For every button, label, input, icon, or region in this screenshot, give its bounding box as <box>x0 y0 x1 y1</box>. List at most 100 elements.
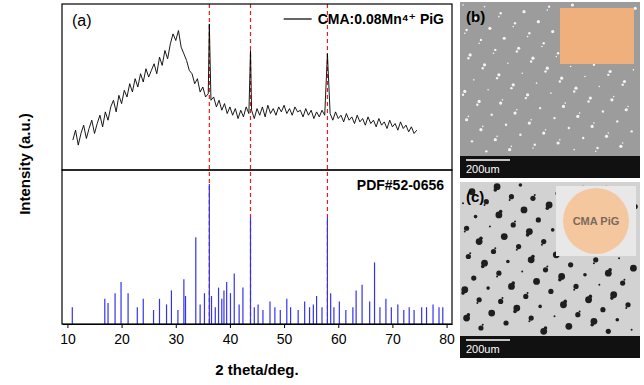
sem-image: (b)200um <box>460 2 640 178</box>
image-speck <box>528 121 531 124</box>
image-speck <box>527 36 529 38</box>
image-speck <box>579 112 581 114</box>
image-speck <box>496 271 501 276</box>
image-speck <box>471 140 473 142</box>
image-speck <box>618 257 620 259</box>
image-speck <box>627 106 629 108</box>
stick <box>361 285 362 324</box>
image-speck <box>464 231 466 233</box>
image-speck <box>485 150 487 152</box>
image-speck <box>519 134 521 136</box>
image-speck <box>598 284 600 286</box>
stick <box>171 290 172 324</box>
image-speck <box>476 238 483 245</box>
image-speck <box>553 315 555 317</box>
stick <box>262 310 263 324</box>
sem-image: CMA PiG(c)200um <box>460 182 640 358</box>
image-speck <box>507 62 509 64</box>
image-speck <box>616 120 618 122</box>
image-speck <box>521 72 523 74</box>
image-speck <box>546 67 549 70</box>
stick <box>269 302 270 324</box>
image-speck <box>477 297 482 302</box>
x-tick-label: 10 <box>60 331 76 347</box>
x-tick-mark <box>122 324 123 328</box>
image-speck <box>503 37 506 40</box>
image-speck <box>543 267 548 272</box>
stick <box>345 310 346 324</box>
inset-photo <box>560 8 634 64</box>
image-speck <box>573 90 575 92</box>
image-label: (b) <box>466 8 485 25</box>
image-speck <box>528 320 530 322</box>
image-speck <box>573 284 578 289</box>
stick <box>223 290 224 324</box>
image-speck <box>484 199 489 204</box>
legend-swatch <box>284 18 312 19</box>
image-speck <box>513 310 517 314</box>
stick <box>250 218 251 324</box>
image-speck <box>551 30 554 33</box>
image-speck <box>574 87 577 90</box>
image-speck <box>622 142 624 144</box>
stick <box>72 307 73 324</box>
stick <box>104 299 105 324</box>
image-speck <box>620 281 625 286</box>
image-speck <box>568 127 570 129</box>
image-speck <box>590 323 594 327</box>
stick <box>397 304 398 324</box>
legend-label: CMA:0.08Mn⁴⁺ PiG <box>318 11 444 27</box>
stick <box>254 307 255 324</box>
stick <box>304 302 305 324</box>
image-speck <box>463 90 466 93</box>
x-tick-label: 20 <box>114 331 130 347</box>
stick <box>221 299 222 324</box>
image-speck <box>476 104 478 106</box>
figure: (a)CMA:0.08Mn⁴⁺ PiGPDF#52-06561020304050… <box>0 0 644 385</box>
image-speck <box>497 73 500 76</box>
image-speck <box>541 239 546 244</box>
image-speck <box>548 5 550 7</box>
image-speck <box>510 87 512 89</box>
stick <box>230 293 231 324</box>
image-speck <box>610 98 613 101</box>
image-speck <box>494 138 497 141</box>
image-speck <box>478 42 480 44</box>
legend-label: PDF#52-0656 <box>357 177 444 193</box>
stick <box>309 307 310 324</box>
image-speck <box>487 89 489 91</box>
stick <box>403 310 404 324</box>
image-speck <box>633 69 635 71</box>
image-speck <box>509 199 511 201</box>
image-speck <box>476 302 478 304</box>
image-speck <box>516 109 518 111</box>
stick <box>280 310 281 324</box>
image-speck <box>530 196 535 201</box>
image-speck <box>533 278 540 285</box>
x-axis-title: 2 theta/deg. <box>215 361 298 378</box>
image-speck <box>522 10 525 13</box>
image-speck <box>591 125 594 128</box>
x-tick: 70 <box>385 324 401 347</box>
image-speck <box>503 320 508 325</box>
stick <box>218 288 219 324</box>
image-background <box>460 2 640 178</box>
image-speck <box>486 286 490 290</box>
image-speck <box>488 310 495 317</box>
image-speck <box>506 260 510 264</box>
image-speck <box>630 265 637 272</box>
image-speck <box>625 307 627 309</box>
image-speck <box>625 108 628 111</box>
image-speck <box>491 114 493 116</box>
stick <box>313 304 314 324</box>
x-tick-label: 40 <box>223 331 239 347</box>
scale-strip <box>460 156 640 178</box>
image-speck <box>553 117 555 119</box>
image-speck <box>550 92 552 94</box>
stick <box>330 293 331 324</box>
image-speck <box>521 270 523 272</box>
image-speck <box>545 129 547 131</box>
image-speck <box>491 249 496 254</box>
image-speck <box>498 299 503 304</box>
image-speck <box>593 262 595 264</box>
